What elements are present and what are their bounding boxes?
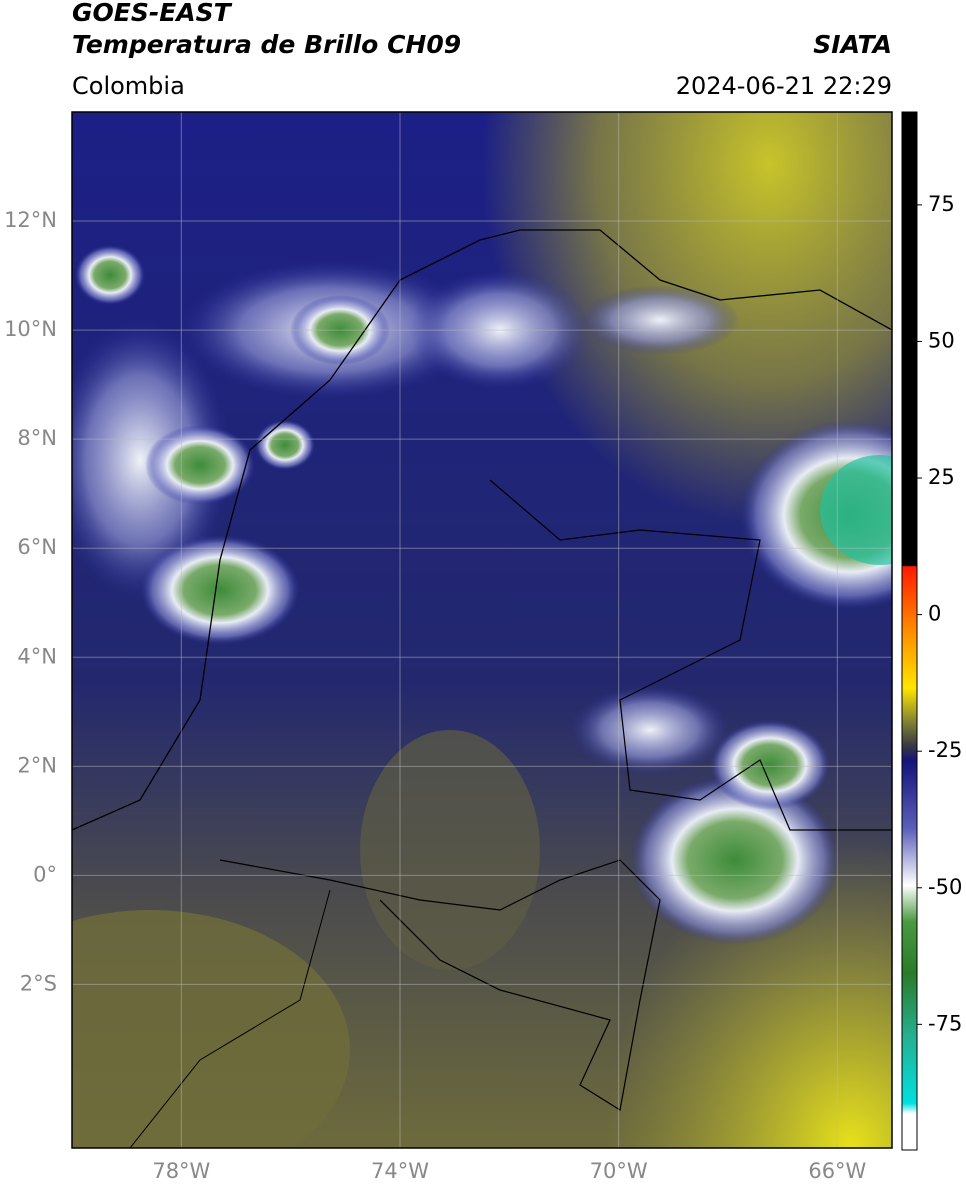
colorbar-tick-label: 75 [928,192,955,216]
y-tick-label: 12°N [4,208,57,232]
colorbar-tick-label: -50 [928,875,962,899]
region: Colombia [72,72,185,100]
x-tick-label: 74°W [371,1159,429,1183]
y-tick-label: 6°N [17,535,57,559]
colorbar-tick-label: -25 [928,738,962,762]
graticule [72,112,892,1148]
satellite-image [72,112,892,1148]
timestamp: 2024-06-21 22:29 [676,72,892,100]
x-tick-label: 66°W [808,1159,866,1183]
y-tick-label: 10°N [4,317,57,341]
y-tick-label: 2°N [17,753,57,777]
y-tick-label: 2°S [20,971,57,995]
x-tick-label: 78°W [152,1159,210,1183]
colorbar-tick-label: 0 [928,602,941,626]
colorbar-tick-label: -75 [928,1011,962,1035]
source: SIATA [813,30,892,59]
title: GOES-EAST [72,0,233,27]
colorbar-tick-label: 50 [928,328,955,352]
colorbar [901,111,918,1151]
y-tick-label: 8°N [17,426,57,450]
x-tick-label: 70°W [590,1159,648,1183]
y-tick-label: 4°N [17,644,57,668]
map-frame [71,111,893,1149]
y-tick-label: 0° [33,862,57,886]
colorbar-tick-label: 25 [928,465,955,489]
subtitle: Temperatura de Brillo CH09 [72,30,461,59]
